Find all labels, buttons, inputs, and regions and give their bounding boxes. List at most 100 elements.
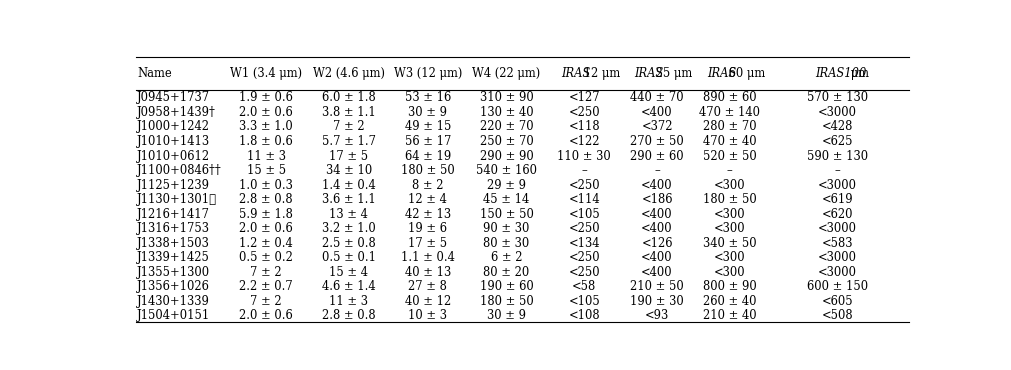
Text: 110 ± 30: 110 ± 30 [557,149,612,162]
Text: 180 ± 50: 180 ± 50 [479,295,534,307]
Text: 6.0 ± 1.8: 6.0 ± 1.8 [321,91,376,104]
Text: 1.2 ± 0.4: 1.2 ± 0.4 [240,236,293,250]
Text: W3 (12 μm): W3 (12 μm) [393,67,462,80]
Text: 440 ± 70: 440 ± 70 [630,91,683,104]
Text: 3.3 ± 1.0: 3.3 ± 1.0 [240,121,293,134]
Text: <3000: <3000 [818,106,857,119]
Text: 1.1 ± 0.4: 1.1 ± 0.4 [400,251,455,264]
Text: 0.5 ± 0.1: 0.5 ± 0.1 [321,251,376,264]
Text: <625: <625 [822,135,853,148]
Text: –: – [835,164,840,177]
Text: 180 ± 50: 180 ± 50 [703,193,756,206]
Text: J0945+1737: J0945+1737 [137,91,210,104]
Text: W2 (4.6 μm): W2 (4.6 μm) [312,67,385,80]
Text: J1010+0612: J1010+0612 [137,149,210,162]
Text: 280 ± 70: 280 ± 70 [703,121,756,134]
Text: <134: <134 [568,236,601,250]
Text: 40 ± 13: 40 ± 13 [404,266,451,279]
Text: 56 ± 17: 56 ± 17 [404,135,451,148]
Text: 27 ± 8: 27 ± 8 [408,280,447,293]
Text: J1504+0151: J1504+0151 [137,309,210,322]
Text: 42 ± 13: 42 ± 13 [404,208,451,221]
Text: <127: <127 [568,91,601,104]
Text: <400: <400 [641,222,672,235]
Text: J1356+1026: J1356+1026 [137,280,210,293]
Text: J1100+0846††: J1100+0846†† [137,164,222,177]
Text: 80 ± 30: 80 ± 30 [483,236,530,250]
Text: 570 ± 130: 570 ± 130 [807,91,868,104]
Text: 7 ± 2: 7 ± 2 [251,266,282,279]
Text: J1430+1339: J1430+1339 [137,295,210,307]
Text: <400: <400 [641,179,672,192]
Text: <583: <583 [822,236,853,250]
Text: <122: <122 [568,135,601,148]
Text: 1.4 ± 0.4: 1.4 ± 0.4 [321,179,376,192]
Text: 12 μm: 12 μm [579,67,620,80]
Text: 1.8 ± 0.6: 1.8 ± 0.6 [240,135,293,148]
Text: <250: <250 [568,266,601,279]
Text: <620: <620 [822,208,853,221]
Text: 12 ± 4: 12 ± 4 [408,193,447,206]
Text: <93: <93 [645,309,669,322]
Text: 3.6 ± 1.1: 3.6 ± 1.1 [321,193,376,206]
Text: <3000: <3000 [818,251,857,264]
Text: 45 ± 14: 45 ± 14 [483,193,530,206]
Text: 53 ± 16: 53 ± 16 [404,91,451,104]
Text: 7 ± 2: 7 ± 2 [333,121,365,134]
Text: 270 ± 50: 270 ± 50 [630,135,683,148]
Text: 3.2 ± 1.0: 3.2 ± 1.0 [321,222,376,235]
Text: 5.9 ± 1.8: 5.9 ± 1.8 [240,208,293,221]
Text: IRAS: IRAS [707,67,736,80]
Text: 64 ± 19: 64 ± 19 [404,149,451,162]
Text: J1125+1239: J1125+1239 [137,179,210,192]
Text: 29 ± 9: 29 ± 9 [487,179,526,192]
Text: 190 ± 30: 190 ± 30 [630,295,683,307]
Text: Name: Name [137,67,172,80]
Text: 15 ± 5: 15 ± 5 [247,164,286,177]
Text: 90 ± 30: 90 ± 30 [483,222,530,235]
Text: 49 ± 15: 49 ± 15 [404,121,451,134]
Text: 17 ± 5: 17 ± 5 [408,236,447,250]
Text: 310 ± 90: 310 ± 90 [479,91,534,104]
Text: <3000: <3000 [818,222,857,235]
Text: 520 ± 50: 520 ± 50 [703,149,756,162]
Text: <300: <300 [714,251,745,264]
Text: <508: <508 [822,309,853,322]
Text: 600 ± 150: 600 ± 150 [807,280,868,293]
Text: IRAS: IRAS [634,67,663,80]
Text: <58: <58 [572,280,596,293]
Text: 30 ± 9: 30 ± 9 [487,309,526,322]
Text: W1 (3.4 μm): W1 (3.4 μm) [231,67,302,80]
Text: 34 ± 10: 34 ± 10 [326,164,372,177]
Text: 210 ± 50: 210 ± 50 [630,280,683,293]
Text: 130 ± 40: 130 ± 40 [480,106,534,119]
Text: W4 (22 μm): W4 (22 μm) [472,67,541,80]
Text: J1000+1242: J1000+1242 [137,121,210,134]
Text: <3000: <3000 [818,179,857,192]
Text: 590 ± 130: 590 ± 130 [807,149,868,162]
Text: 13 ± 4: 13 ± 4 [330,208,368,221]
Text: 890 ± 60: 890 ± 60 [703,91,756,104]
Text: 30 ± 9: 30 ± 9 [408,106,447,119]
Text: 290 ± 60: 290 ± 60 [630,149,683,162]
Text: 80 ± 20: 80 ± 20 [483,266,530,279]
Text: 11 ± 3: 11 ± 3 [330,295,368,307]
Text: J1010+1413: J1010+1413 [137,135,210,148]
Text: 3.8 ± 1.1: 3.8 ± 1.1 [321,106,376,119]
Text: <126: <126 [641,236,672,250]
Text: <619: <619 [822,193,853,206]
Text: 0.5 ± 0.2: 0.5 ± 0.2 [240,251,293,264]
Text: 4.6 ± 1.4: 4.6 ± 1.4 [323,280,376,293]
Text: 220 ± 70: 220 ± 70 [480,121,534,134]
Text: 15 ± 4: 15 ± 4 [330,266,368,279]
Text: 7 ± 2: 7 ± 2 [251,295,282,307]
Text: <300: <300 [714,222,745,235]
Text: <300: <300 [714,179,745,192]
Text: <400: <400 [641,208,672,221]
Text: 180 ± 50: 180 ± 50 [400,164,455,177]
Text: 10 ± 3: 10 ± 3 [408,309,447,322]
Text: 250 ± 70: 250 ± 70 [479,135,534,148]
Text: –: – [581,164,587,177]
Text: 470 ± 140: 470 ± 140 [700,106,760,119]
Text: 17 ± 5: 17 ± 5 [330,149,368,162]
